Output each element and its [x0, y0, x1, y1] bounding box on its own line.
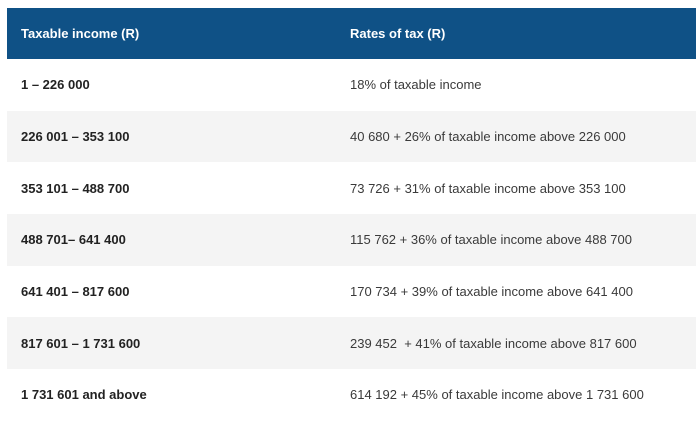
header-rates-of-tax: Rates of tax (R) — [336, 8, 696, 59]
tax-rates-table: Taxable income (R) Rates of tax (R) 1 – … — [7, 8, 696, 421]
tax-rate-cell: 170 734 + 39% of taxable income above 64… — [350, 284, 633, 300]
income-band-cell: 641 401 – 817 600 — [21, 284, 130, 300]
table-row: 226 001 – 353 100 40 680 + 26% of taxabl… — [7, 110, 696, 163]
table-body: 1 – 226 000 18% of taxable income 226 00… — [7, 59, 696, 421]
table-row: 641 401 – 817 600 170 734 + 39% of taxab… — [7, 266, 696, 318]
table-header: Taxable income (R) Rates of tax (R) — [7, 8, 696, 59]
table-row: 488 701– 641 400 115 762 + 36% of taxabl… — [7, 214, 696, 266]
income-band-cell: 1 731 601 and above — [21, 387, 147, 403]
table-row: 353 101 – 488 700 73 726 + 31% of taxabl… — [7, 162, 696, 214]
tax-rate-cell: 18% of taxable income — [350, 77, 482, 93]
table-row: 1 – 226 000 18% of taxable income — [7, 59, 696, 111]
tax-rate-cell: 239 452 + 41% of taxable income above 81… — [336, 317, 696, 370]
income-band-cell: 817 601 – 1 731 600 — [7, 317, 336, 370]
header-row: Taxable income (R) Rates of tax (R) — [7, 8, 696, 59]
tax-rate-cell: 40 680 + 26% of taxable income above 226… — [336, 110, 696, 163]
income-band-cell: 1 – 226 000 — [21, 77, 90, 93]
table-row: 817 601 – 1 731 600 239 452 + 41% of tax… — [7, 317, 696, 370]
table-row: 1 731 601 and above 614 192 + 45% of tax… — [7, 369, 696, 421]
income-band-cell: 226 001 – 353 100 — [7, 110, 336, 163]
tax-rate-cell: 614 192 + 45% of taxable income above 1 … — [350, 387, 644, 403]
income-band-cell: 488 701– 641 400 — [7, 214, 336, 266]
tax-rate-cell: 73 726 + 31% of taxable income above 353… — [350, 180, 626, 196]
tax-rate-cell: 115 762 + 36% of taxable income above 48… — [336, 214, 696, 266]
income-band-cell: 353 101 – 488 700 — [21, 180, 130, 196]
header-taxable-income: Taxable income (R) — [7, 8, 336, 59]
